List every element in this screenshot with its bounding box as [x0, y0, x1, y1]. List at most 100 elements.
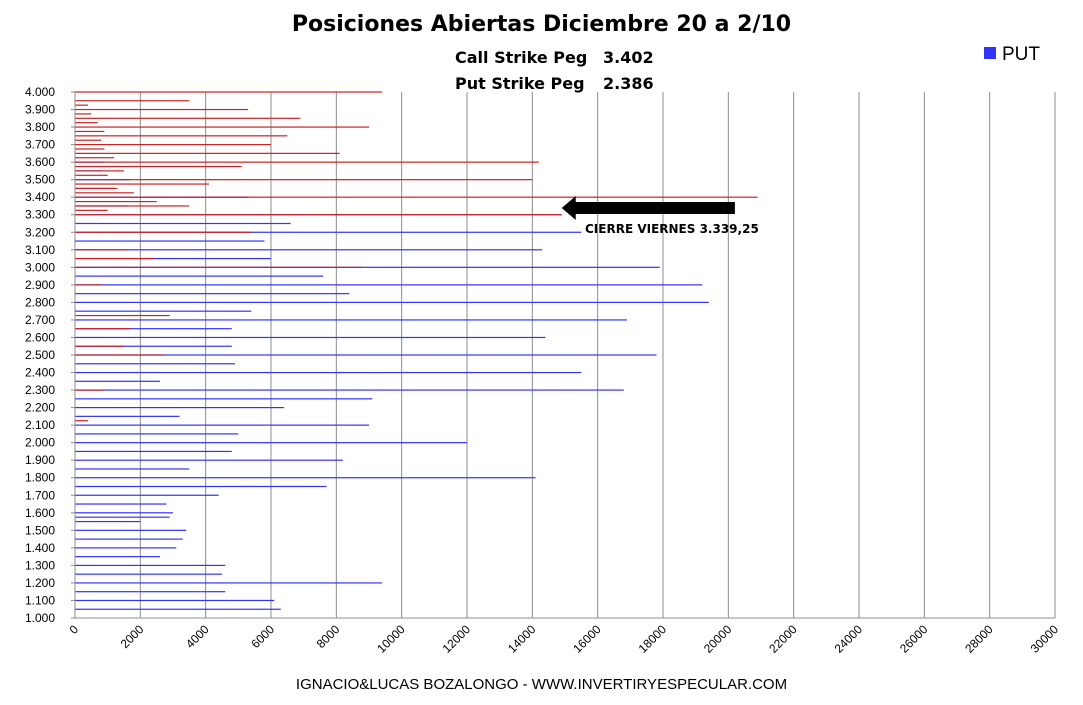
bar-series0-3250 [75, 222, 291, 225]
y-tick-label-1.800: 1.800 [25, 471, 55, 485]
x-tick-label-18000: 18000 [636, 622, 670, 656]
bar-series1-2550 [75, 345, 124, 347]
bar-series0-2450 [75, 363, 236, 365]
x-tick-label-28000: 28000 [962, 622, 996, 656]
y-tick-label-1.200: 1.200 [25, 576, 55, 590]
bars [75, 91, 758, 610]
bar-series0-1500 [75, 529, 187, 531]
bar-series0-1050 [75, 608, 281, 610]
bar-series0-2950 [75, 275, 324, 277]
bar-series0-2800 [75, 301, 709, 303]
y-tick-label-2.000: 2.000 [25, 436, 55, 450]
y-tick-label-2.700: 2.700 [25, 313, 55, 327]
bar-series1-3525 [75, 174, 108, 176]
y-tick-label-2.400: 2.400 [25, 366, 55, 380]
y-tick-label-2.500: 2.500 [25, 348, 55, 362]
bar-series0-2100 [75, 424, 369, 426]
bar-series0-2900 [75, 284, 703, 286]
y-tick-label-1.100: 1.100 [25, 593, 55, 607]
legend-swatch-put [984, 47, 996, 59]
bar-series0-1550 [75, 520, 141, 523]
bar-series0-1450 [75, 538, 183, 540]
bar-series0-1400 [75, 547, 177, 549]
x-tick-label-4000: 4000 [183, 622, 212, 651]
y-tick-label-3.400: 3.400 [25, 190, 55, 204]
bar-series1-3325 [75, 209, 108, 211]
bar-series0-1950 [75, 450, 232, 453]
x-tick-label-20000: 20000 [701, 622, 735, 656]
bar-series1-3450 [75, 187, 118, 190]
annotation-arrow-head [561, 196, 576, 220]
y-tick-label-4.000: 4.000 [25, 85, 55, 99]
bar-series1-2500 [75, 354, 164, 356]
bar-series0-2500 [75, 354, 657, 356]
call-strike-value: 3.402 [603, 48, 654, 67]
bar-series1-2300 [75, 389, 105, 391]
bar-series0-1750 [75, 485, 327, 488]
x-tick-label-2000: 2000 [118, 622, 147, 651]
bar-series1-3925 [75, 104, 89, 106]
bar-series0-1350 [75, 556, 160, 558]
bar-series0-1900 [75, 459, 343, 461]
bar-series1-3575 [75, 165, 242, 168]
bar-series0-2850 [75, 293, 350, 295]
bar-series1-2725 [75, 314, 170, 317]
x-tick-label-8000: 8000 [314, 622, 343, 651]
bar-series0-1600 [75, 512, 173, 514]
x-tick-label-30000: 30000 [1028, 622, 1062, 656]
bar-series1-3200 [75, 231, 252, 233]
bar-series1-3650 [75, 152, 340, 154]
bar-series1-3350 [75, 205, 190, 207]
bar-series1-4000 [75, 91, 383, 93]
footer-credit: IGNACIO&LUCAS BOZALONGO - WWW.INVERTIRYE… [295, 676, 788, 693]
bar-series0-1850 [75, 468, 190, 470]
y-tick-label-3.600: 3.600 [25, 155, 55, 169]
bar-series0-1250 [75, 573, 222, 575]
y-tick-label-3.700: 3.700 [25, 138, 55, 152]
bar-series0-2350 [75, 380, 160, 382]
y-tick-label-2.100: 2.100 [25, 418, 55, 432]
y-tick-label-2.300: 2.300 [25, 383, 55, 397]
bar-series1-3600 [75, 161, 539, 163]
bar-series1-3900 [75, 108, 249, 111]
bar-series1-3700 [75, 144, 271, 146]
y-tick-label-1.700: 1.700 [25, 488, 55, 502]
bar-series0-2550 [75, 345, 232, 347]
bar-series0-2300 [75, 389, 624, 391]
bar-series0-1575 [75, 516, 170, 518]
x-tick-label-24000: 24000 [832, 622, 866, 656]
put-strike-value: 2.386 [603, 74, 654, 93]
bar-series1-3625 [75, 157, 115, 159]
x-tick-label-16000: 16000 [570, 622, 604, 656]
y-tick-label-1.600: 1.600 [25, 506, 55, 520]
x-tick-label-22000: 22000 [766, 622, 800, 656]
y-tick-label-1.500: 1.500 [25, 523, 55, 537]
bar-series0-2250 [75, 398, 373, 400]
bar-series0-2750 [75, 310, 252, 312]
bar-series0-3050 [75, 257, 271, 260]
x-tick-label-0: 0 [66, 622, 81, 637]
bar-series1-3000 [75, 266, 363, 268]
bar-series0-2000 [75, 442, 467, 444]
bar-series0-1800 [75, 477, 536, 479]
y-tick-label-1.400: 1.400 [25, 541, 55, 555]
bar-series0-1150 [75, 591, 226, 593]
bar-series0-1300 [75, 564, 226, 566]
axes: 0 2000 4000 6000 8000 10000 12000 14000 16000 180… [25, 85, 1061, 656]
y-tick-label-2.600: 2.600 [25, 330, 55, 344]
y-tick-label-3.100: 3.100 [25, 243, 55, 257]
bar-series1-3775 [75, 130, 105, 133]
bar-series0-2700 [75, 319, 628, 321]
bar-series0-2050 [75, 433, 239, 435]
x-tick-label-14000: 14000 [505, 622, 539, 656]
y-tick-label-1.900: 1.900 [25, 453, 55, 467]
y-tick-label-2.900: 2.900 [25, 278, 55, 292]
bar-series1-3875 [75, 113, 92, 115]
bar-series1-3675 [75, 148, 105, 150]
x-tick-label-10000: 10000 [374, 622, 408, 656]
bar-series0-3150 [75, 240, 265, 242]
bar-series0-2600 [75, 336, 546, 339]
bar-series1-2900 [75, 284, 102, 286]
bar-series1-3725 [75, 139, 102, 141]
